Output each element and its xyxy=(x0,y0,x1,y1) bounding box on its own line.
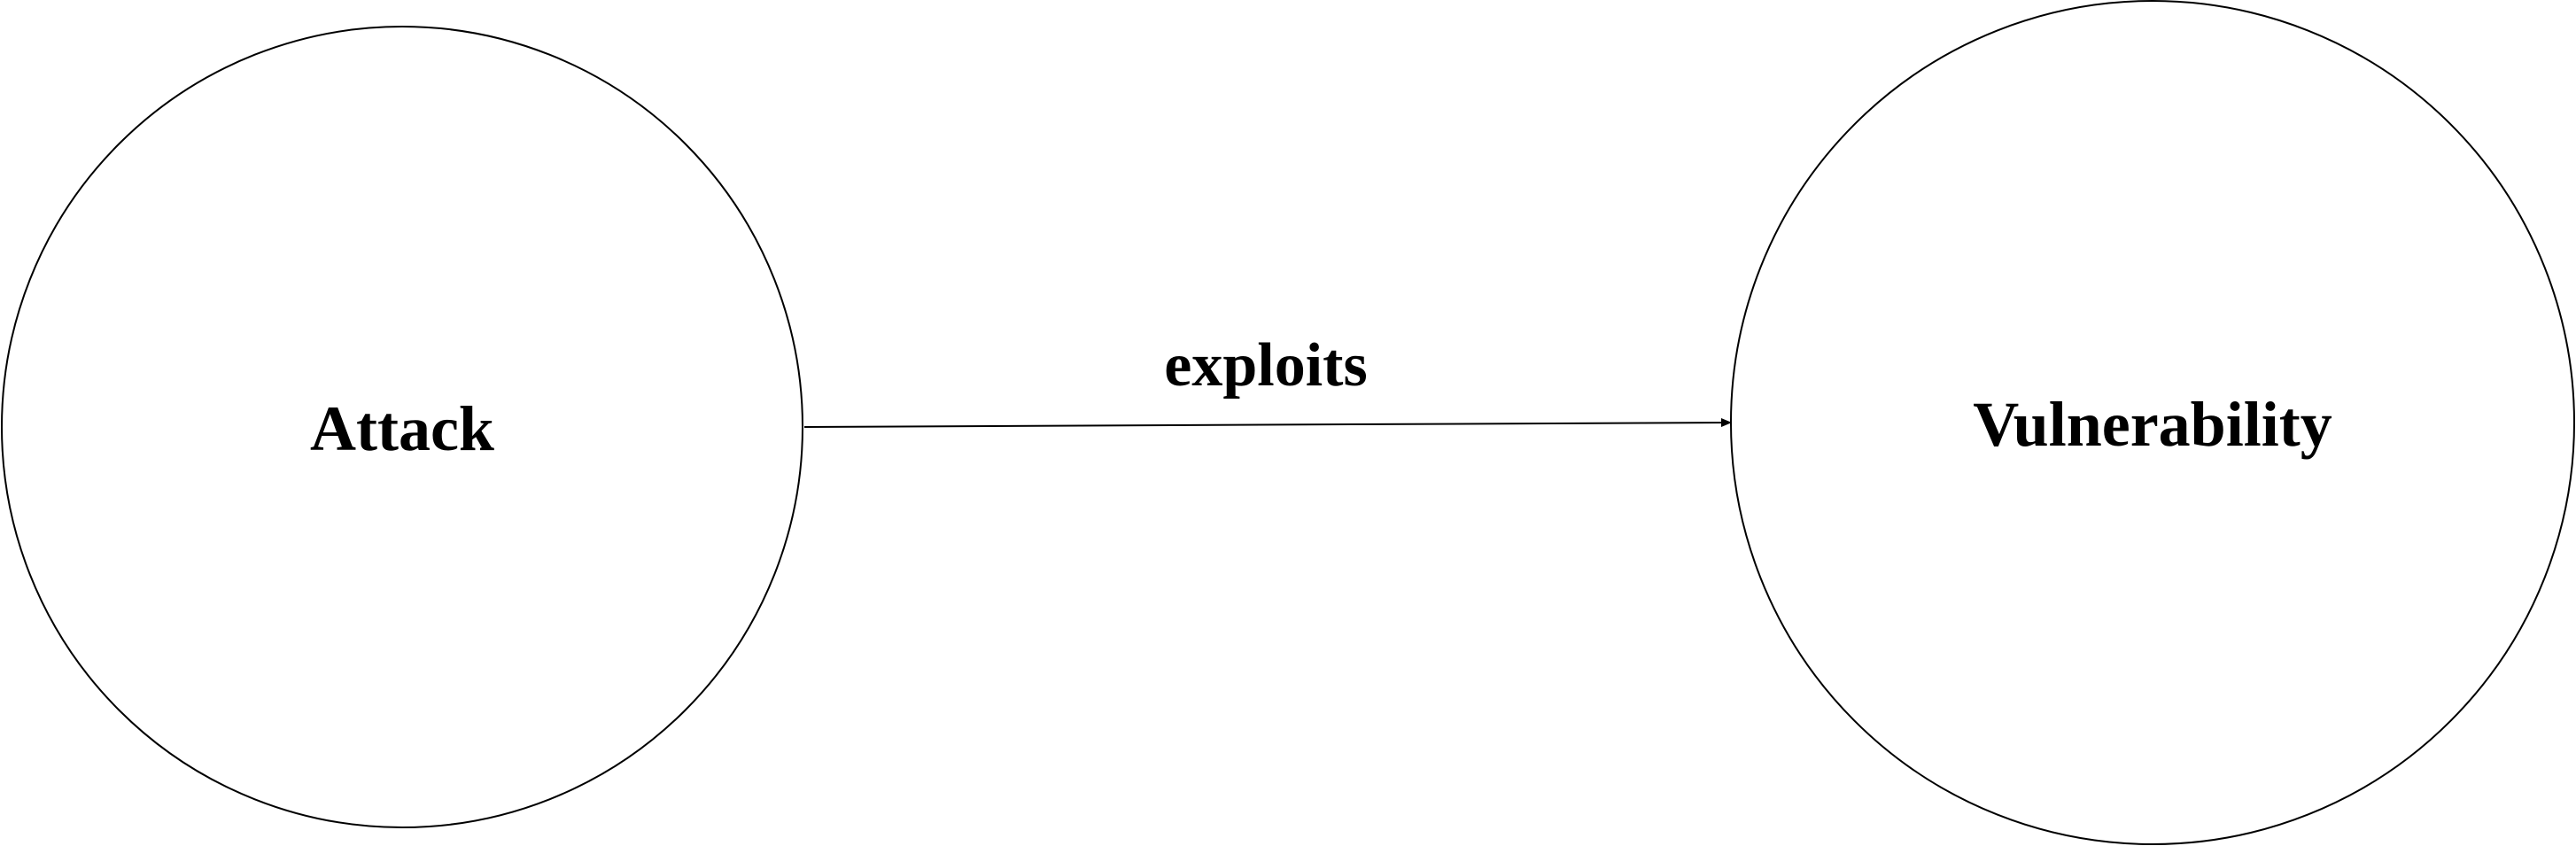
edge-exploits-label: exploits xyxy=(1164,331,1367,400)
node-attack[interactable]: Attack xyxy=(1,26,803,828)
node-attack-label: Attack xyxy=(310,393,494,464)
node-vulnerability-label: Vulnerability xyxy=(1973,389,2332,460)
node-attack-circle xyxy=(1,26,803,828)
edge-exploits-arrow xyxy=(803,418,1732,428)
edge-exploits[interactable]: exploits xyxy=(803,331,1732,428)
node-vulnerability[interactable]: Vulnerability xyxy=(1730,0,2575,845)
